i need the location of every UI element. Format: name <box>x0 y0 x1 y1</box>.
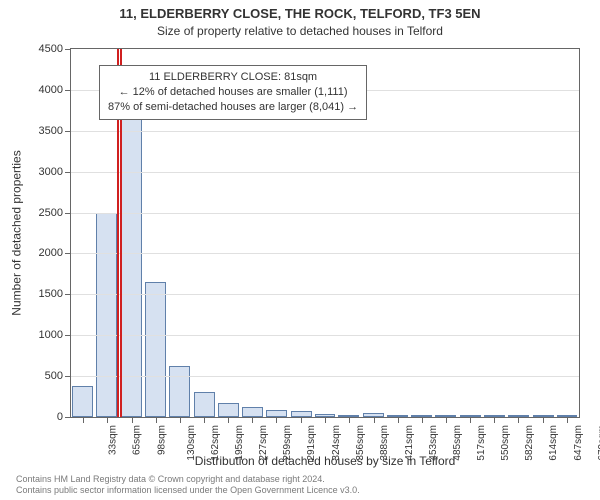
y-tick-label: 4500 <box>13 43 63 55</box>
x-tick-label: 98sqm <box>156 425 167 455</box>
footer-line-2: Contains public sector information licen… <box>16 485 360 496</box>
histogram-chart: 11, ELDERBERRY CLOSE, THE ROCK, TELFORD,… <box>0 0 600 500</box>
histogram-bar <box>121 86 142 417</box>
x-tick <box>567 417 568 423</box>
x-tick <box>180 417 181 423</box>
y-tick-label: 500 <box>13 370 63 382</box>
gridline <box>71 172 579 173</box>
x-tick-label: 33sqm <box>108 425 119 455</box>
x-tick <box>301 417 302 423</box>
histogram-bar <box>218 403 239 417</box>
histogram-bar <box>242 407 263 417</box>
x-tick <box>349 417 350 423</box>
annotation-line: ← 12% of detached houses are smaller (1,… <box>108 85 358 100</box>
x-tick-label: 65sqm <box>131 425 142 455</box>
footer-attribution: Contains HM Land Registry data © Crown c… <box>16 474 360 497</box>
annotation-box: 11 ELDERBERRY CLOSE: 81sqm← 12% of detac… <box>99 65 367 120</box>
histogram-bar <box>96 213 117 417</box>
x-tick <box>494 417 495 423</box>
histogram-bar <box>72 386 93 417</box>
x-tick <box>518 417 519 423</box>
gridline <box>71 131 579 132</box>
y-tick <box>65 213 71 214</box>
x-tick <box>204 417 205 423</box>
y-tick-label: 3000 <box>13 166 63 178</box>
gridline <box>71 376 579 377</box>
x-tick <box>446 417 447 423</box>
x-axis-label: Distribution of detached houses by size … <box>70 454 580 468</box>
y-tick-label: 2000 <box>13 247 63 259</box>
x-tick <box>83 417 84 423</box>
x-tick <box>374 417 375 423</box>
y-tick <box>65 49 71 50</box>
chart-title-main: 11, ELDERBERRY CLOSE, THE ROCK, TELFORD,… <box>0 6 600 21</box>
y-tick <box>65 131 71 132</box>
y-tick-label: 3500 <box>13 125 63 137</box>
y-tick <box>65 294 71 295</box>
x-tick <box>252 417 253 423</box>
gridline <box>71 213 579 214</box>
x-tick <box>107 417 108 423</box>
x-tick <box>132 417 133 423</box>
y-tick-label: 2500 <box>13 207 63 219</box>
y-tick-label: 0 <box>13 411 63 423</box>
annotation-line: 87% of semi-detached houses are larger (… <box>108 100 358 115</box>
histogram-bar <box>145 282 166 417</box>
histogram-bar <box>169 366 190 417</box>
x-tick <box>422 417 423 423</box>
y-tick-label: 1500 <box>13 288 63 300</box>
gridline <box>71 253 579 254</box>
gridline <box>71 335 579 336</box>
chart-title-sub: Size of property relative to detached ho… <box>0 24 600 38</box>
x-tick <box>470 417 471 423</box>
y-tick-label: 1000 <box>13 329 63 341</box>
x-tick <box>543 417 544 423</box>
y-tick <box>65 335 71 336</box>
y-tick <box>65 376 71 377</box>
y-tick <box>65 90 71 91</box>
annotation-line: 11 ELDERBERRY CLOSE: 81sqm <box>108 70 358 85</box>
y-tick <box>65 172 71 173</box>
x-tick <box>276 417 277 423</box>
x-tick <box>156 417 157 423</box>
y-tick-label: 4000 <box>13 84 63 96</box>
gridline <box>71 294 579 295</box>
y-axis-label: Number of detached properties <box>8 48 26 418</box>
x-tick <box>398 417 399 423</box>
y-tick <box>65 417 71 418</box>
histogram-bar <box>194 392 215 417</box>
x-tick <box>228 417 229 423</box>
plot-area: 05001000150020002500300035004000450033sq… <box>70 48 580 418</box>
x-tick <box>325 417 326 423</box>
histogram-bar <box>266 410 287 417</box>
footer-line-1: Contains HM Land Registry data © Crown c… <box>16 474 360 485</box>
y-tick <box>65 253 71 254</box>
